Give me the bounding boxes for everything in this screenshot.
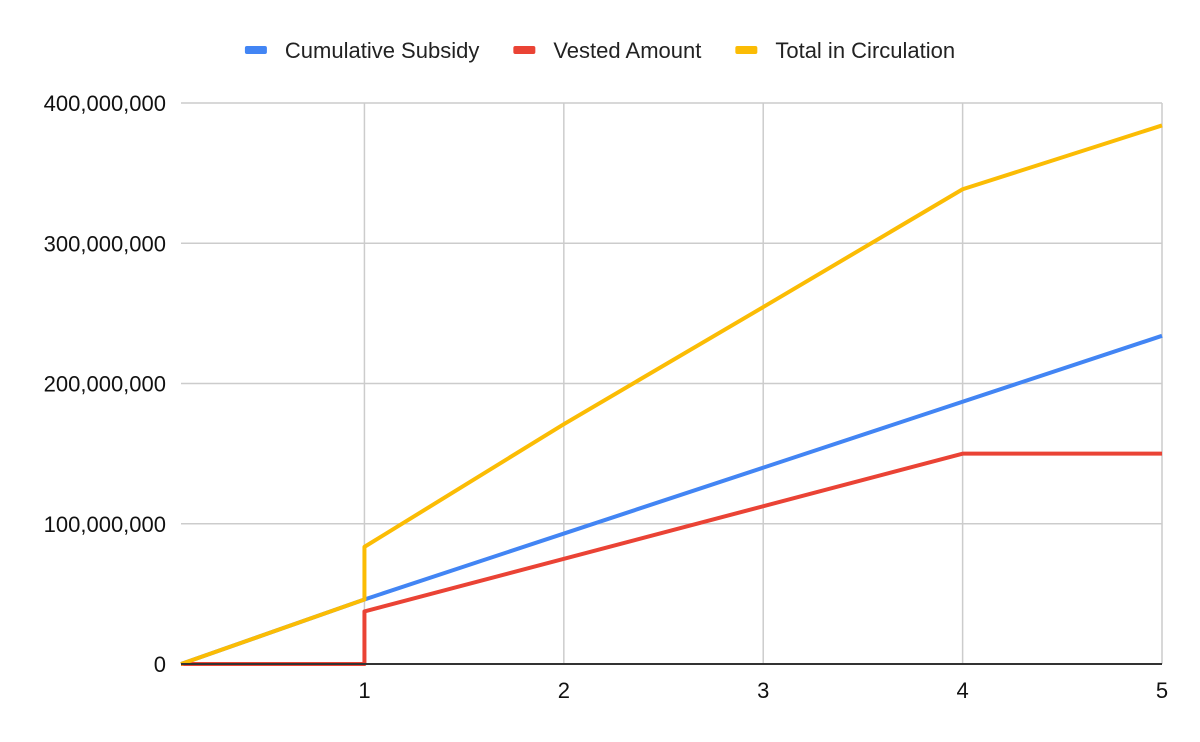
x-tick-label: 4 (956, 678, 968, 703)
x-tick-label: 3 (757, 678, 769, 703)
series-line-total-in-circulation (180, 123, 1163, 666)
grid (181, 102, 1163, 664)
legend-swatch (513, 46, 536, 54)
legend-item: Total in Circulation (735, 38, 955, 63)
legend-swatch (735, 46, 758, 54)
x-tick-label: 1 (358, 678, 370, 703)
legend: Cumulative Subsidy Vested Amount Total in … (244, 38, 955, 63)
legend-item: Cumulative Subsidy (244, 38, 479, 63)
series-line-vested-amount (181, 451, 1162, 666)
legend-swatch (244, 46, 267, 54)
x-tick-label: 2 (558, 678, 570, 703)
axes: 0 100,000,000 200,000,000 300,000,000 400,00… (44, 91, 1168, 703)
y-tick-label: 100,000,000 (44, 512, 166, 537)
y-tick-label: 300,000,000 (44, 231, 166, 256)
legend-label: Vested Amount (553, 38, 701, 63)
legend-item: Vested Amount (513, 38, 701, 63)
y-tick-label: 0 (154, 652, 166, 677)
y-tick-label: 400,000,000 (44, 91, 166, 116)
series-line-cumulative-subsidy (180, 333, 1163, 666)
legend-label: Total in Circulation (775, 38, 955, 63)
x-tick-label: 5 (1156, 678, 1168, 703)
series-lines (180, 123, 1163, 666)
y-tick-label: 200,000,000 (44, 372, 166, 397)
legend-label: Cumulative Subsidy (285, 38, 479, 63)
